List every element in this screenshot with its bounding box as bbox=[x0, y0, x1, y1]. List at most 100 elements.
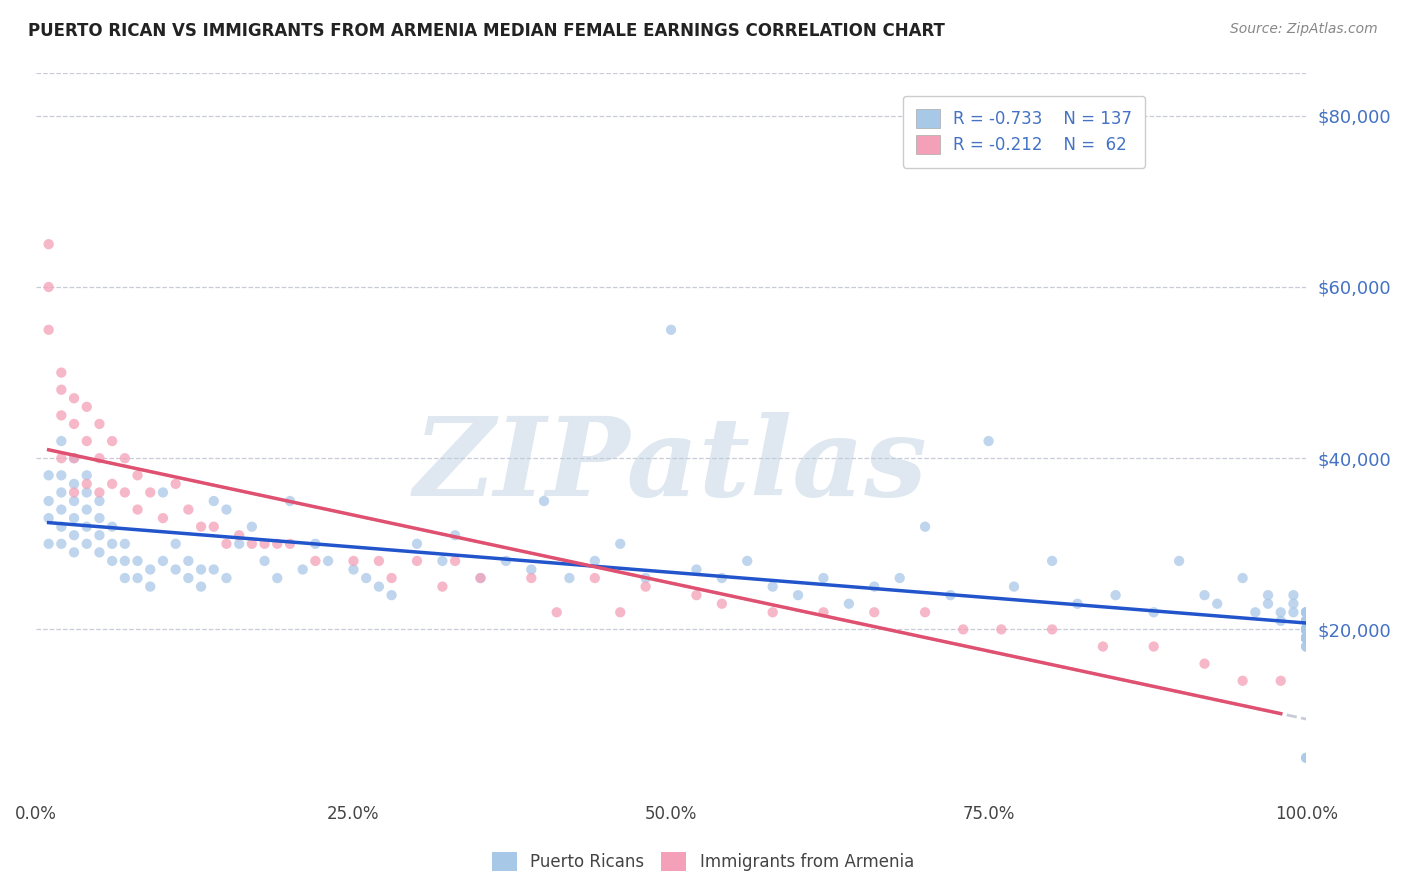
Point bbox=[89, 485, 111, 500]
Point bbox=[1232, 571, 1254, 585]
Point bbox=[1295, 631, 1317, 645]
Point bbox=[1091, 640, 1114, 654]
Point bbox=[89, 545, 111, 559]
Point bbox=[367, 580, 389, 594]
Point bbox=[1295, 631, 1317, 645]
Point bbox=[139, 562, 162, 576]
Point bbox=[316, 554, 339, 568]
Point bbox=[114, 451, 136, 466]
Point bbox=[215, 537, 238, 551]
Point bbox=[63, 476, 86, 491]
Legend: Puerto Ricans, Immigrants from Armenia: Puerto Ricans, Immigrants from Armenia bbox=[484, 843, 922, 880]
Point bbox=[813, 571, 835, 585]
Point bbox=[304, 537, 326, 551]
Point bbox=[1295, 623, 1317, 637]
Point bbox=[190, 580, 212, 594]
Point bbox=[76, 400, 98, 414]
Point bbox=[63, 417, 86, 431]
Point bbox=[152, 554, 174, 568]
Point bbox=[1295, 623, 1317, 637]
Point bbox=[583, 571, 606, 585]
Point bbox=[63, 528, 86, 542]
Point bbox=[342, 554, 364, 568]
Point bbox=[51, 519, 73, 533]
Point bbox=[101, 476, 124, 491]
Point bbox=[685, 562, 707, 576]
Point bbox=[51, 434, 73, 448]
Point bbox=[165, 537, 187, 551]
Point bbox=[1295, 631, 1317, 645]
Point bbox=[1040, 623, 1063, 637]
Point bbox=[202, 494, 225, 508]
Point bbox=[1295, 631, 1317, 645]
Point bbox=[202, 562, 225, 576]
Point bbox=[38, 323, 60, 337]
Point bbox=[114, 554, 136, 568]
Point bbox=[406, 537, 429, 551]
Point bbox=[240, 537, 263, 551]
Point bbox=[291, 562, 314, 576]
Point bbox=[253, 554, 276, 568]
Point bbox=[432, 580, 454, 594]
Point bbox=[1104, 588, 1126, 602]
Text: ZIPatlas: ZIPatlas bbox=[415, 412, 928, 520]
Point bbox=[1295, 623, 1317, 637]
Point bbox=[1270, 605, 1292, 619]
Point bbox=[1143, 640, 1166, 654]
Point bbox=[710, 571, 733, 585]
Point bbox=[278, 494, 301, 508]
Point bbox=[38, 511, 60, 525]
Point bbox=[165, 476, 187, 491]
Point bbox=[470, 571, 492, 585]
Point bbox=[139, 485, 162, 500]
Point bbox=[1282, 605, 1305, 619]
Point bbox=[76, 519, 98, 533]
Point bbox=[1295, 623, 1317, 637]
Point bbox=[533, 494, 555, 508]
Point bbox=[470, 571, 492, 585]
Point bbox=[1295, 640, 1317, 654]
Point bbox=[89, 417, 111, 431]
Point bbox=[51, 451, 73, 466]
Point bbox=[1295, 623, 1317, 637]
Point bbox=[51, 383, 73, 397]
Point bbox=[354, 571, 377, 585]
Point bbox=[406, 554, 429, 568]
Point bbox=[520, 562, 543, 576]
Point bbox=[1295, 623, 1317, 637]
Point bbox=[253, 537, 276, 551]
Point bbox=[51, 366, 73, 380]
Point bbox=[1270, 614, 1292, 628]
Point bbox=[1295, 631, 1317, 645]
Point bbox=[762, 580, 785, 594]
Point bbox=[1295, 614, 1317, 628]
Point bbox=[63, 391, 86, 405]
Point bbox=[1295, 614, 1317, 628]
Point bbox=[367, 554, 389, 568]
Point bbox=[1295, 614, 1317, 628]
Point bbox=[1257, 588, 1279, 602]
Point bbox=[863, 605, 886, 619]
Point bbox=[1295, 623, 1317, 637]
Point bbox=[1040, 554, 1063, 568]
Point bbox=[101, 519, 124, 533]
Point bbox=[114, 485, 136, 500]
Point bbox=[127, 571, 149, 585]
Point bbox=[1066, 597, 1088, 611]
Point bbox=[659, 323, 682, 337]
Point bbox=[634, 580, 657, 594]
Point bbox=[558, 571, 581, 585]
Point bbox=[1244, 605, 1267, 619]
Point bbox=[1295, 614, 1317, 628]
Point bbox=[520, 571, 543, 585]
Point bbox=[190, 562, 212, 576]
Point bbox=[863, 580, 886, 594]
Point bbox=[177, 571, 200, 585]
Point bbox=[38, 280, 60, 294]
Point bbox=[266, 571, 288, 585]
Point bbox=[838, 597, 860, 611]
Point bbox=[1295, 631, 1317, 645]
Point bbox=[152, 485, 174, 500]
Point bbox=[101, 434, 124, 448]
Point bbox=[240, 519, 263, 533]
